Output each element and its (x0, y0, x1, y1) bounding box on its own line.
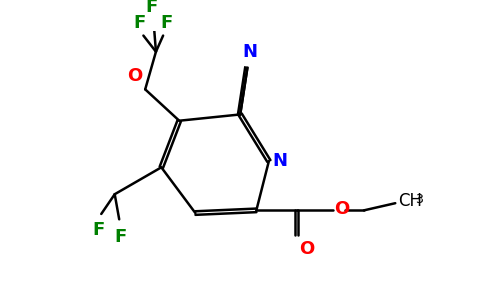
Text: O: O (300, 240, 315, 258)
Text: N: N (272, 152, 287, 170)
Text: 3: 3 (415, 193, 423, 206)
Text: O: O (127, 67, 142, 85)
Text: N: N (242, 43, 257, 61)
Text: F: F (92, 221, 105, 239)
Text: F: F (145, 0, 158, 16)
Text: O: O (334, 200, 349, 217)
Text: F: F (134, 14, 146, 32)
Text: F: F (115, 228, 127, 246)
Text: CH: CH (398, 191, 422, 209)
Text: F: F (160, 14, 173, 32)
